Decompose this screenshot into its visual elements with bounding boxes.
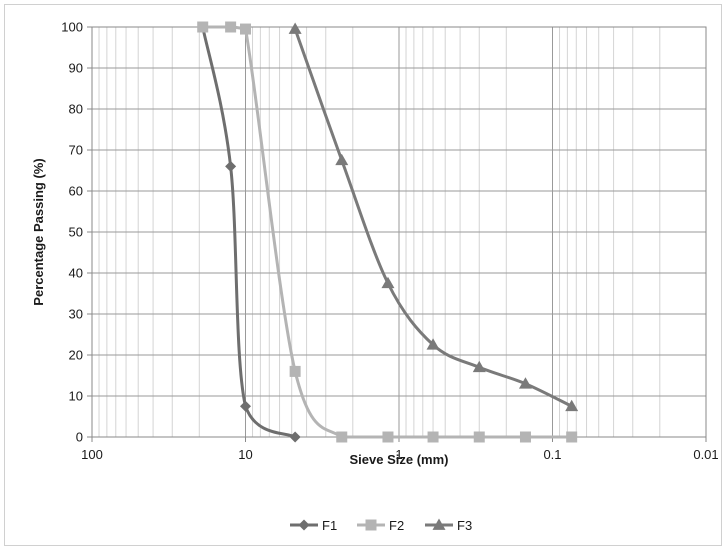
- data-point: [519, 431, 531, 443]
- y-tick-label: 10: [69, 389, 83, 404]
- legend-item-f2: F2: [357, 518, 404, 533]
- legend-marker: [298, 519, 310, 531]
- y-tick-label: 0: [76, 430, 83, 445]
- y-axis-title: Percentage Passing (%): [31, 158, 46, 305]
- y-tick-label: 100: [61, 20, 83, 35]
- series-layer: [197, 21, 579, 443]
- data-point: [289, 431, 301, 443]
- data-point: [381, 276, 395, 289]
- legend-marker: [365, 519, 377, 531]
- legend-label: F2: [389, 518, 404, 533]
- data-point: [518, 377, 532, 389]
- chart-area: [4, 4, 722, 546]
- data-point: [289, 365, 301, 377]
- data-point: [225, 160, 237, 172]
- data-point: [426, 338, 440, 350]
- legend-label: F1: [322, 518, 337, 533]
- y-tick-label: 60: [69, 184, 83, 199]
- data-point: [240, 400, 251, 412]
- legend-item-f1: F1: [290, 518, 337, 533]
- data-point: [566, 431, 578, 443]
- x-axis-title: Sieve Size (mm): [350, 452, 449, 467]
- data-point: [288, 22, 302, 34]
- data-point: [565, 399, 579, 412]
- data-point: [472, 360, 486, 373]
- data-point: [240, 23, 251, 35]
- data-point: [225, 21, 237, 33]
- data-point: [197, 21, 209, 33]
- y-tick-label: 90: [69, 61, 83, 76]
- data-point: [336, 431, 348, 443]
- series-line: [201, 26, 296, 439]
- x-tick-label: 0.1: [543, 447, 561, 462]
- series-f2: [197, 21, 578, 443]
- x-axis-ticks: 100 10 1 0.1 0.01: [81, 437, 719, 462]
- y-tick-label: 40: [69, 266, 83, 281]
- y-tick-label: 30: [69, 307, 83, 322]
- legend-label: F3: [457, 518, 472, 533]
- y-tick-label: 70: [69, 143, 83, 158]
- legend-marker: [432, 518, 446, 530]
- legend-item-f3: F3: [425, 518, 472, 533]
- x-tick-label: 100: [81, 447, 103, 462]
- y-tick-label: 20: [69, 348, 83, 363]
- legend: F1 F2 F3: [290, 518, 472, 533]
- x-tick-label: 0.01: [693, 447, 718, 462]
- data-point: [382, 431, 394, 443]
- y-axis-ticks: 0 10 20 30 40 50 60 70 80 90 100: [61, 20, 92, 445]
- data-point: [427, 431, 439, 443]
- x-tick-label: 1: [395, 447, 402, 462]
- y-tick-label: 50: [69, 225, 83, 240]
- x-tick-label: 10: [238, 447, 252, 462]
- y-tick-label: 80: [69, 102, 83, 117]
- series-f3: [288, 22, 579, 412]
- data-point: [335, 153, 349, 166]
- data-point: [473, 431, 485, 443]
